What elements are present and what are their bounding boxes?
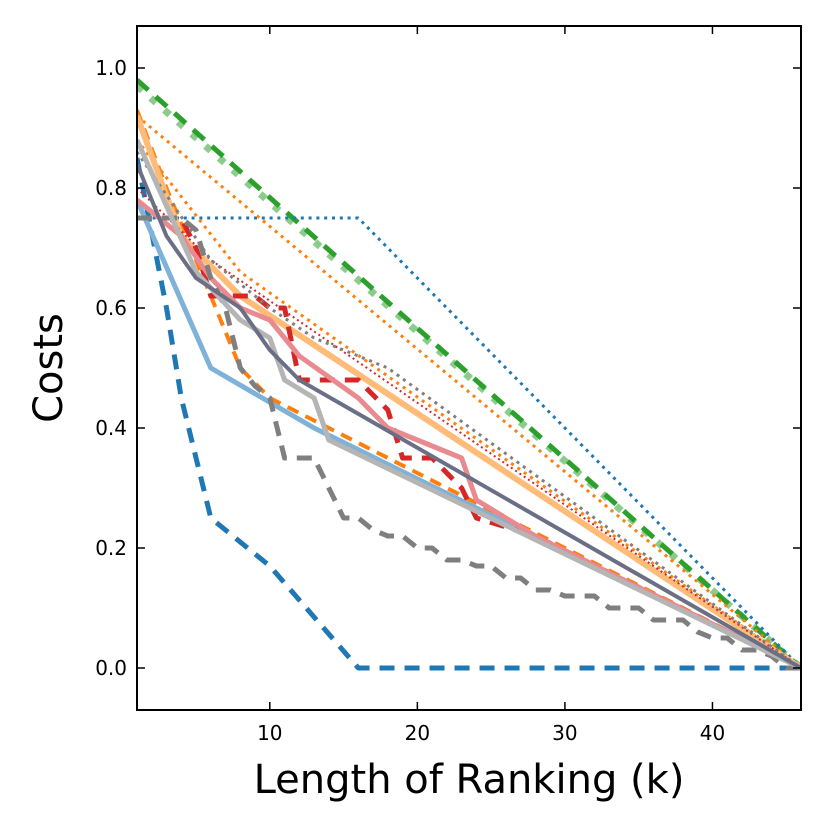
plot-frame bbox=[136, 25, 802, 711]
series-line-orange-dotted bbox=[137, 114, 801, 670]
x-axis-label: Length of Ranking (k) bbox=[254, 757, 685, 803]
x-tick-label: 10 bbox=[257, 721, 282, 745]
y-tick-label: 0.8 bbox=[95, 176, 127, 200]
series-line-blue-dashed bbox=[137, 157, 801, 671]
series-line-green-dotted bbox=[137, 83, 801, 671]
y-tick-label: 0.2 bbox=[95, 536, 127, 560]
y-tick-label: 0.4 bbox=[95, 416, 127, 440]
series-line-green-dashed bbox=[137, 78, 801, 670]
series-line-gray-dotted bbox=[137, 151, 801, 670]
series-line-orange-dotted-2 bbox=[137, 139, 801, 670]
series-line-lightgray-solid bbox=[137, 138, 801, 671]
series-line-slate-solid bbox=[137, 163, 801, 670]
series-line-lightblue-solid bbox=[137, 198, 801, 671]
series-line-blue-dotted bbox=[137, 216, 801, 670]
y-tick-label: 0.6 bbox=[95, 296, 127, 320]
series-line-orange-light-solid bbox=[137, 114, 801, 671]
y-tick-label: 1.0 bbox=[95, 56, 127, 80]
x-tick-label: 30 bbox=[552, 721, 577, 745]
x-tick-label: 20 bbox=[405, 721, 430, 745]
x-tick-label: 40 bbox=[700, 721, 725, 745]
series-line-pink-solid bbox=[137, 198, 801, 671]
ticks-layer: 10 20 30 40 0.0 0.2 0.4 0.6 0.8 1.0 bbox=[95, 26, 801, 745]
y-tick-label: 0.0 bbox=[95, 656, 127, 680]
series-layer bbox=[137, 78, 801, 671]
y-axis-label: Costs bbox=[26, 313, 72, 423]
